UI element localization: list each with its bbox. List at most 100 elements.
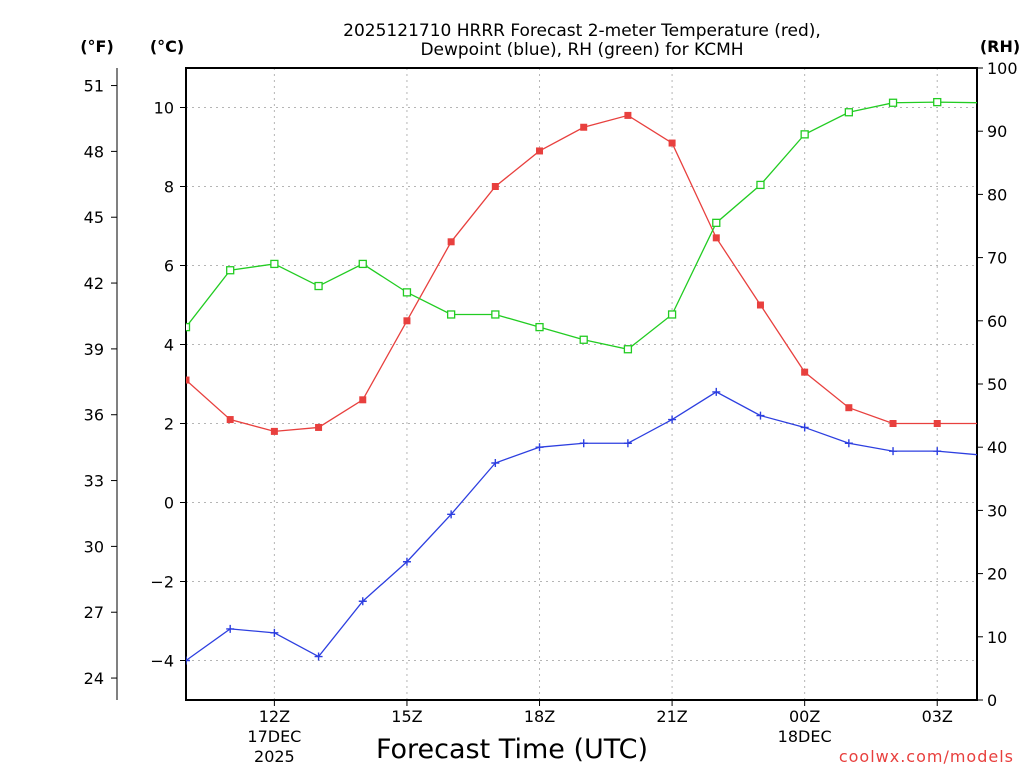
rh-tick-label: 30 [987,501,1007,520]
temperature-point [226,416,234,424]
x-tick-label: 15Z [391,707,422,726]
dewpoint-point [314,652,323,661]
temperature-point [447,238,455,246]
dewpoint-point [977,451,985,459]
fahrenheit-tick-label: 45 [84,208,104,227]
fahrenheit-tick-label: 27 [84,603,104,622]
dewpoint-series [186,387,985,665]
temperature-point [624,111,632,119]
rh-point [226,266,235,275]
fahrenheit-tick-label: 51 [84,77,104,96]
rh-tick-label: 60 [987,312,1007,331]
x-tick-label: 18Z [524,707,555,726]
fahrenheit-tick-label: 39 [84,340,104,359]
dewpoint-point [186,656,190,665]
celsius-tick-label: 8 [164,178,174,197]
temperature-point [315,423,323,431]
dewpoint-point [270,628,279,637]
fahrenheit-tick-label: 48 [84,142,104,161]
rh-point [446,310,456,319]
temperature-point [491,183,499,190]
x-tick-date-label: 18DEC [778,727,832,746]
temperature-point [756,301,764,309]
rh-point [933,97,942,107]
celsius-unit-label: (°C) [150,37,184,56]
chart-title: 2025121710 HRRR Forecast 2-meter Tempera… [343,21,821,41]
x-tick-label: 00Z [789,707,820,726]
temperature-point [536,147,544,155]
dewpoint-point [491,459,500,467]
axes: −4−2024681024273033363942454851010203040… [84,59,1018,766]
fahrenheit-unit-label: (°F) [80,37,114,56]
rh-tick-label: 50 [987,375,1007,394]
celsius-tick-label: 0 [164,494,174,513]
rh-point [270,259,279,269]
fahrenheit-tick-label: 30 [84,537,104,556]
temperature-point [580,123,588,131]
temperature-series [186,111,985,435]
temperature-point [978,420,985,427]
dewpoint-point [933,447,942,456]
celsius-tick-label: −2 [150,573,174,592]
temperature-line [186,114,977,433]
x-tick-label: 03Z [922,707,953,726]
celsius-tick-label: 4 [164,336,174,355]
rh-point [186,322,191,332]
dewpoint-point [402,557,411,566]
rh-tick-label: 90 [987,122,1007,141]
rh-point [358,259,367,269]
fahrenheit-tick-label: 36 [84,406,104,425]
temperature-point [801,368,809,376]
dewpoint-point [800,423,809,432]
credit-label: coolwx.com/models [839,747,1014,766]
rh-point [800,130,809,139]
rh-point [712,218,721,227]
x-tick-year-label: 2025 [254,747,295,766]
fahrenheit-tick-label: 24 [84,669,104,688]
rh-tick-label: 20 [987,565,1007,584]
x-tick-label: 21Z [656,707,687,726]
dewpoint-point [668,415,677,424]
rh-point [535,322,544,332]
rh-point [314,281,323,291]
dewpoint-point [447,510,456,519]
rh-point [402,288,412,297]
dewpoint-point [358,597,367,606]
series [186,97,985,665]
celsius-tick-label: 2 [164,415,174,434]
rh-tick-label: 70 [987,249,1007,268]
dewpoint-point [756,411,765,420]
rh-tick-label: 80 [987,185,1007,204]
grid [186,68,977,700]
rh-series [186,97,985,354]
temperature-point [845,404,853,412]
celsius-tick-label: −4 [150,652,174,671]
rh-unit-label: (RH) [980,37,1020,56]
rh-tick-label: 100 [987,59,1018,78]
rh-point [888,98,898,107]
temperature-point [403,317,411,325]
rh-point [579,335,588,344]
rh-line [186,101,977,350]
celsius-tick-label: 10 [154,99,174,118]
rh-point [667,310,677,319]
temperature-point [933,420,941,427]
rh-point [978,99,985,106]
rh-point [623,345,633,354]
rh-tick-label: 10 [987,628,1007,647]
dewpoint-point [226,624,235,633]
dewpoint-point [712,387,721,396]
fahrenheit-tick-label: 33 [84,472,104,491]
temperature-point [712,234,720,242]
x-tick-label: 12Z [259,707,290,726]
x-tick-date-label: 17DEC [247,727,301,746]
fahrenheit-tick-label: 42 [84,274,104,293]
temperature-point [270,427,278,435]
rh-point [491,310,500,319]
temperature-point [186,376,190,384]
temperature-point [359,396,367,404]
dewpoint-point [535,443,544,452]
rh-tick-label: 0 [987,691,997,710]
x-axis-label: Forecast Time (UTC) [376,734,648,765]
